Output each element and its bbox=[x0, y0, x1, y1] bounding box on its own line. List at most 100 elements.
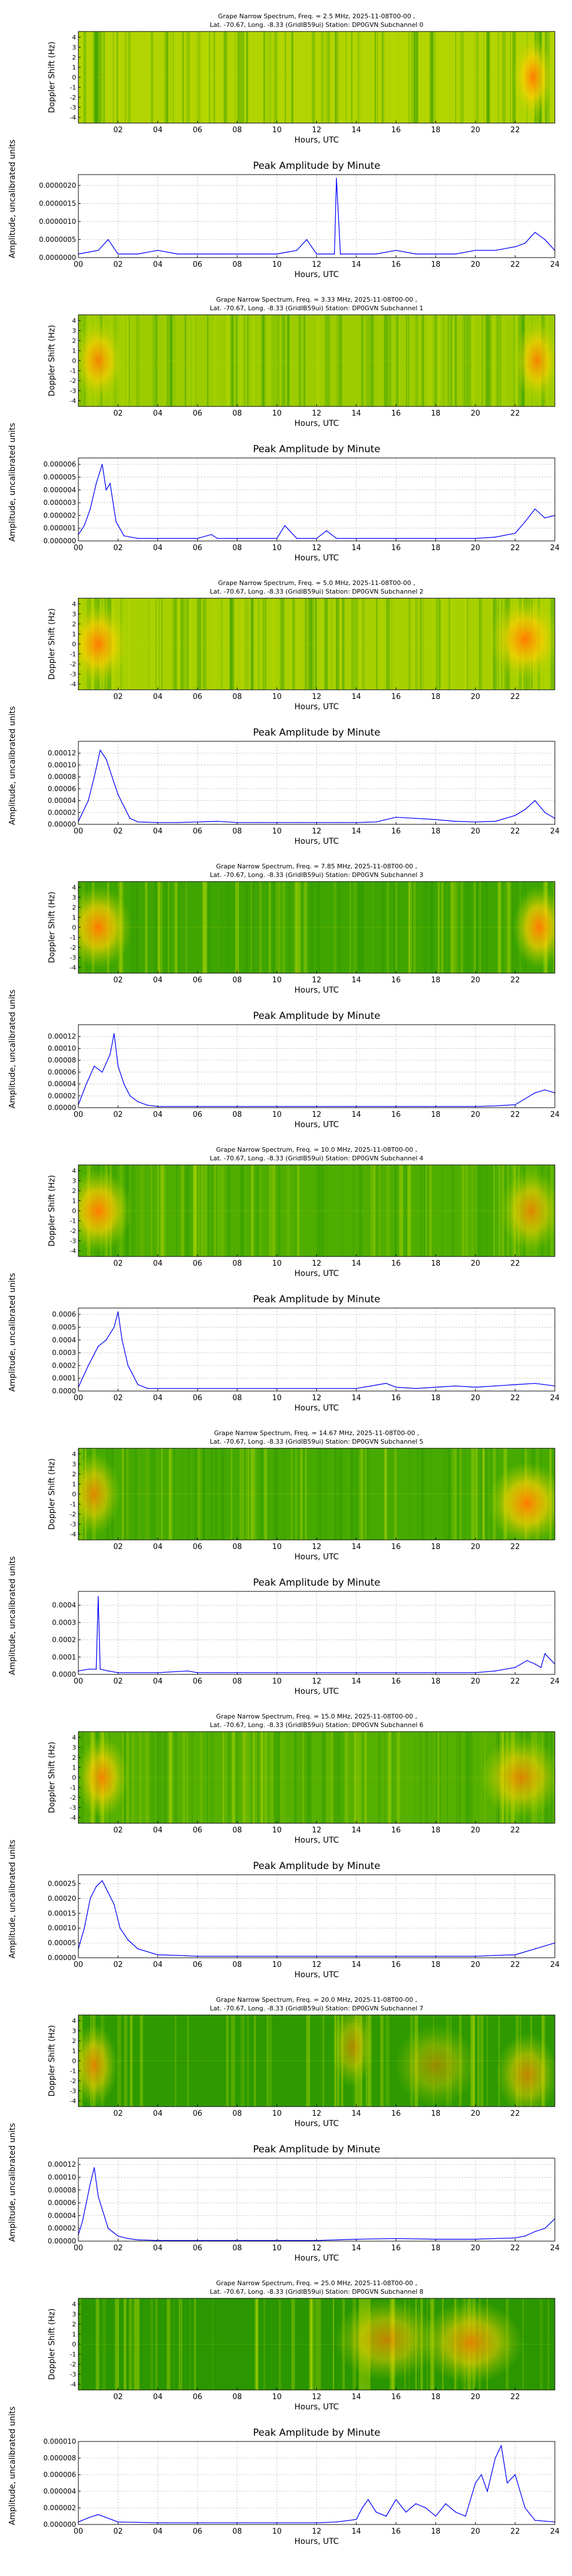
amplitude-xtick-label: 24 bbox=[550, 260, 560, 269]
amplitude-point bbox=[495, 1955, 496, 1956]
spectrum-title-line1: Grape Narrow Spectrum, Freq. = 5.0 MHz, … bbox=[218, 579, 415, 587]
amplitude-point bbox=[375, 821, 377, 823]
amplitude-title: Peak Amplitude by Minute bbox=[253, 1010, 380, 1022]
spectrum-stripe bbox=[429, 1165, 432, 1257]
channel-2: Grape Narrow Spectrum, Freq. = 5.0 MHz, … bbox=[8, 579, 559, 846]
spectrum-xtick-label: 22 bbox=[510, 976, 520, 985]
spectrum-stripe bbox=[456, 1732, 460, 1823]
spectrum-stripe bbox=[131, 1165, 134, 1257]
spectrum-stripe bbox=[118, 2298, 121, 2390]
spectrum-stripe bbox=[278, 1165, 280, 1257]
spectrum-stripe bbox=[340, 31, 342, 123]
spectrum-stripe bbox=[281, 1732, 286, 1823]
amplitude-xlabel: Hours, UTC bbox=[295, 837, 339, 846]
spectrum-stripe bbox=[146, 1448, 150, 1540]
spectrum-stripe bbox=[310, 2298, 312, 2390]
spectrum-stripe bbox=[140, 2015, 144, 2107]
spectrum-stripe bbox=[307, 1732, 309, 1823]
spectrum-xtick-label: 12 bbox=[312, 126, 321, 135]
spectrum-stripe bbox=[126, 1448, 129, 1540]
amplitude-ylabel: Amplitude, uncalibrated units bbox=[8, 1556, 17, 1676]
amplitude-ytick-label: 0.0004 bbox=[52, 1336, 76, 1344]
spectrum-stripe bbox=[149, 598, 152, 690]
amplitude-point bbox=[90, 508, 91, 509]
spectrum-ytick-label: -1 bbox=[70, 2351, 76, 2358]
spectrum-stripe bbox=[554, 882, 555, 973]
amplitude-frame bbox=[78, 174, 555, 258]
spectrum-stripe bbox=[92, 31, 94, 123]
amplitude-series-line bbox=[78, 1311, 555, 1389]
spectrum-stripe bbox=[309, 2015, 312, 2107]
amplitude-point bbox=[534, 2231, 536, 2233]
spectrum-stripe bbox=[246, 2015, 248, 2107]
amplitude-point bbox=[435, 2238, 436, 2240]
amplitude-point bbox=[236, 538, 238, 539]
spectrum-stripe bbox=[502, 31, 506, 123]
spectrum-stripe bbox=[362, 882, 366, 973]
spectrum-stripe bbox=[220, 598, 224, 690]
amplitude-point bbox=[137, 1384, 138, 1385]
spectrum-stripe bbox=[408, 882, 411, 973]
amplitude-point bbox=[217, 821, 218, 822]
spectrum-stripe bbox=[168, 882, 169, 973]
spectrum-stripe bbox=[324, 598, 328, 690]
amplitude-xtick-label: 12 bbox=[312, 1111, 321, 1119]
spectrum-stripe bbox=[315, 2298, 319, 2390]
amplitude-point bbox=[514, 1667, 516, 1668]
amplitude-point bbox=[435, 1955, 436, 1957]
spectrum-xtick-label: 02 bbox=[113, 2393, 123, 2401]
spectrum-stripe bbox=[451, 598, 453, 690]
spectrum-stripe bbox=[360, 1165, 363, 1257]
amplitude-xtick-label: 12 bbox=[312, 260, 321, 269]
amplitude-point bbox=[157, 2240, 158, 2241]
spectrum-xtick-label: 22 bbox=[510, 1543, 520, 1551]
spectrum-xtick-label: 12 bbox=[312, 1543, 321, 1551]
spectrum-stripe bbox=[415, 31, 416, 123]
spectrum-stripe bbox=[271, 1165, 274, 1257]
spectrum-stripe bbox=[298, 1732, 300, 1823]
spectrum-stripe bbox=[235, 882, 240, 973]
amplitude-point bbox=[514, 815, 516, 816]
spectrum-plot bbox=[78, 31, 555, 123]
spectrum-stripe bbox=[376, 1165, 380, 1257]
amplitude-point bbox=[435, 2515, 436, 2517]
amplitude-point bbox=[157, 1106, 158, 1107]
spectrum-background bbox=[78, 882, 555, 973]
spectrum-hotspot bbox=[78, 319, 124, 402]
spectrum-stripe bbox=[472, 315, 475, 406]
amplitude-point bbox=[525, 2507, 526, 2508]
spectrum-stripe bbox=[428, 1165, 431, 1257]
amplitude-point bbox=[197, 2522, 198, 2523]
spectrum-xtick-label: 06 bbox=[193, 2109, 202, 2118]
spectrum-stripe bbox=[463, 315, 466, 406]
amplitude-point bbox=[88, 1669, 89, 1670]
spectrum-stripe bbox=[379, 31, 382, 123]
spectrum-stripe bbox=[96, 31, 97, 123]
amplitude-point bbox=[217, 253, 218, 255]
amplitude-xtick-label: 10 bbox=[272, 2244, 282, 2253]
spectrum-stripe bbox=[324, 315, 327, 406]
spectrum-stripe bbox=[162, 1165, 164, 1257]
spectrum-stripe bbox=[541, 2298, 545, 2390]
spectrum-stripe bbox=[215, 31, 220, 123]
amplitude-xtick-label: 10 bbox=[272, 260, 282, 269]
spectrum-stripe bbox=[391, 1732, 396, 1823]
spectrum-stripe bbox=[363, 882, 366, 973]
spectrum-stripe bbox=[260, 2298, 265, 2390]
amplitude-xtick-label: 16 bbox=[391, 260, 401, 269]
spectrum-stripe bbox=[376, 598, 380, 690]
spectrum-stripe bbox=[384, 315, 388, 406]
amplitude-point bbox=[475, 1386, 476, 1388]
spectrum-stripe bbox=[233, 315, 236, 406]
spectrum-xtick-label: 04 bbox=[153, 976, 163, 985]
amplitude-point bbox=[101, 2208, 103, 2210]
spectrum-ytick-label: -1 bbox=[70, 651, 76, 658]
spectrum-stripe bbox=[329, 2015, 332, 2107]
spectrum-stripe bbox=[226, 315, 231, 406]
amplitude-xtick-label: 10 bbox=[272, 1111, 282, 1119]
amplitude-point bbox=[375, 253, 377, 255]
spectrum-stripe bbox=[138, 1448, 140, 1540]
spectrum-xtick-label: 16 bbox=[391, 2393, 401, 2401]
spectrum-stripe bbox=[206, 1732, 208, 1823]
amplitude-title: Peak Amplitude by Minute bbox=[253, 160, 380, 172]
